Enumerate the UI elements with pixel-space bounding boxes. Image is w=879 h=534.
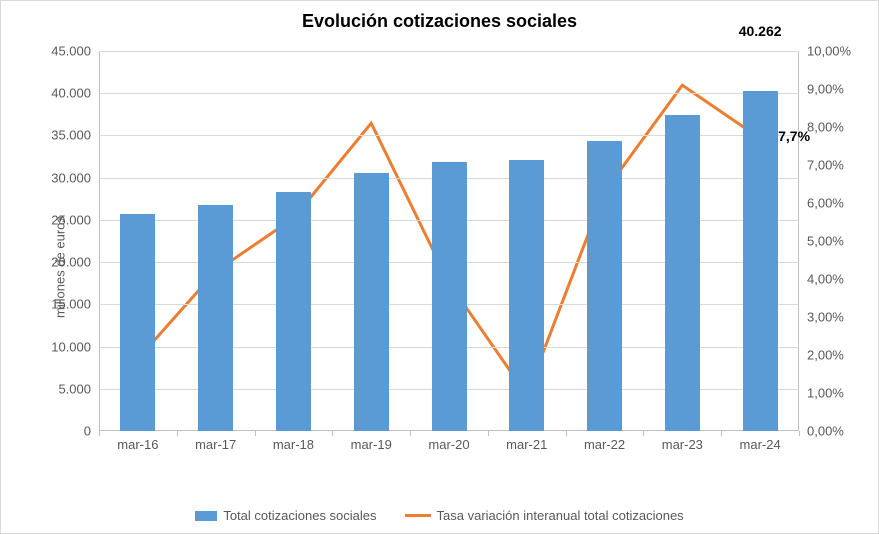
x-tick-mark xyxy=(488,431,489,436)
plot-inner: 05.00010.00015.00020.00025.00030.00035.0… xyxy=(99,51,799,431)
x-tick-mark xyxy=(799,431,800,436)
y-right-tick-label: 1,00% xyxy=(807,386,844,401)
data-label: 40.262 xyxy=(739,23,782,39)
bar xyxy=(509,160,544,431)
x-tick-mark xyxy=(643,431,644,436)
bar xyxy=(354,173,389,431)
legend-label-line: Tasa variación interanual total cotizaci… xyxy=(437,508,684,523)
y-right-tick-label: 7,00% xyxy=(807,158,844,173)
legend-swatch-line-icon xyxy=(405,514,431,517)
x-tick-label: mar-20 xyxy=(428,437,469,452)
y-left-tick-label: 15.000 xyxy=(51,297,91,312)
x-tick-mark xyxy=(177,431,178,436)
x-tick-label: mar-24 xyxy=(740,437,781,452)
data-label: 7,7% xyxy=(778,128,810,144)
y-right-tick-label: 4,00% xyxy=(807,272,844,287)
y-left-tick-label: 10.000 xyxy=(51,339,91,354)
legend-item-line: Tasa variación interanual total cotizaci… xyxy=(405,508,684,523)
y-right-tick-label: 2,00% xyxy=(807,348,844,363)
x-tick-mark xyxy=(99,431,100,436)
grid-line xyxy=(99,93,799,94)
y-right-tick-label: 9,00% xyxy=(807,82,844,97)
x-tick-label: mar-22 xyxy=(584,437,625,452)
y-right-tick-label: 5,00% xyxy=(807,234,844,249)
bar xyxy=(665,115,700,431)
y-left-tick-label: 25.000 xyxy=(51,212,91,227)
y-right-tick-label: 10,00% xyxy=(807,44,851,59)
x-tick-mark xyxy=(410,431,411,436)
bar xyxy=(276,192,311,431)
y-left-tick-label: 30.000 xyxy=(51,170,91,185)
y-left-tick-label: 35.000 xyxy=(51,128,91,143)
x-tick-mark xyxy=(332,431,333,436)
x-tick-label: mar-19 xyxy=(351,437,392,452)
bar xyxy=(198,205,233,431)
y-left-tick-label: 0 xyxy=(84,424,91,439)
chart-container: Evolución cotizaciones sociales millones… xyxy=(0,0,879,534)
legend-label-bar: Total cotizaciones sociales xyxy=(223,508,376,523)
bar xyxy=(120,214,155,431)
x-tick-label: mar-16 xyxy=(117,437,158,452)
y-left-tick-label: 40.000 xyxy=(51,86,91,101)
y-right-tick-label: 8,00% xyxy=(807,120,844,135)
bar xyxy=(743,91,778,431)
y-right-tick-label: 0,00% xyxy=(807,424,844,439)
x-tick-mark xyxy=(566,431,567,436)
plot-area: 05.00010.00015.00020.00025.00030.00035.0… xyxy=(99,51,799,431)
bar xyxy=(587,141,622,431)
legend-swatch-bar-icon xyxy=(195,511,217,521)
y-right-tick-label: 6,00% xyxy=(807,196,844,211)
x-tick-label: mar-23 xyxy=(662,437,703,452)
bar xyxy=(432,162,467,431)
x-tick-label: mar-21 xyxy=(506,437,547,452)
y-left-tick-label: 20.000 xyxy=(51,255,91,270)
x-tick-mark xyxy=(721,431,722,436)
y-left-tick-label: 5.000 xyxy=(58,381,91,396)
legend: Total cotizaciones sociales Tasa variaci… xyxy=(1,508,878,523)
y-left-tick-label: 45.000 xyxy=(51,44,91,59)
x-tick-label: mar-17 xyxy=(195,437,236,452)
grid-line xyxy=(99,51,799,52)
y-right-tick-label: 3,00% xyxy=(807,310,844,325)
x-tick-label: mar-18 xyxy=(273,437,314,452)
legend-item-bar: Total cotizaciones sociales xyxy=(195,508,376,523)
x-tick-mark xyxy=(255,431,256,436)
